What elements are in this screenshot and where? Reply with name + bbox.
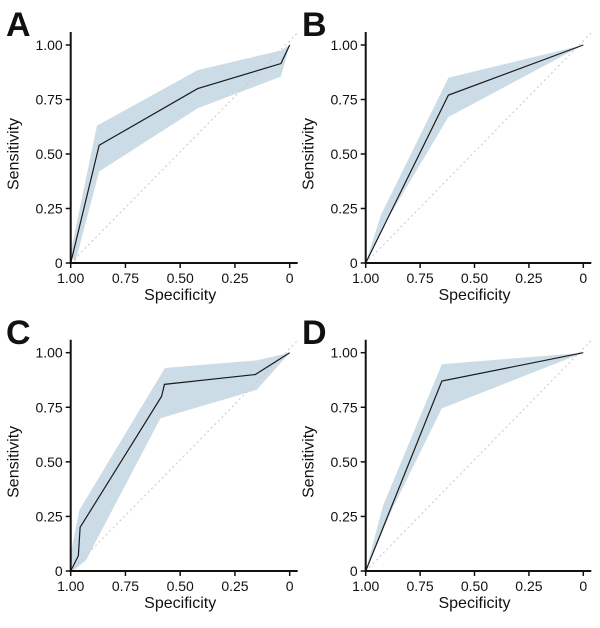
panel-label: B (302, 6, 327, 44)
y-axis-title: Sensitivity (301, 118, 318, 190)
x-tick-label: 0.25 (515, 578, 542, 594)
x-tick-label: 0.25 (515, 270, 542, 286)
y-tick-label: 0.25 (330, 201, 357, 217)
y-tick-label: 1.00 (330, 345, 357, 361)
y-axis-title: Sensitivity (6, 426, 23, 498)
y-tick-label: 1.00 (35, 37, 62, 53)
panel-a: 1.00 0.75 0.50 0.25 0 0 0.25 0.50 0.75 1.00 Specif… (6, 6, 299, 304)
reference-diagonal (365, 31, 593, 264)
panel-label: A (6, 6, 31, 44)
x-tick-label: 0 (286, 578, 294, 594)
y-tick-label: 0.50 (35, 454, 62, 470)
y-tick-label: 0.50 (35, 146, 62, 162)
y-tick-label: 1.00 (35, 345, 62, 361)
roc-curve (365, 44, 584, 264)
y-tick-label: 0 (55, 563, 63, 579)
reference-diagonal (70, 339, 299, 572)
roc-curve (70, 44, 291, 264)
y-tick-label: 0.25 (330, 508, 357, 524)
y-tick-label: 0.75 (35, 92, 62, 108)
y-axis-title: Sensitivity (301, 426, 318, 498)
roc-curve (365, 352, 584, 572)
y-tick-label: 0 (55, 255, 63, 271)
panel-b: 1.00 0.75 0.50 0.25 0 0 0.25 0.50 0.75 1.00 Specif… (301, 6, 593, 304)
reference-diagonal (365, 339, 593, 572)
x-tick-label: 0.50 (167, 578, 194, 594)
x-tick-label: 0.50 (461, 578, 488, 594)
panel-c: 1.00 0.75 0.50 0.25 0 0 0.25 0.50 0.75 1.00 Specif… (6, 314, 299, 612)
x-axis-title: Specificity (438, 287, 510, 304)
y-tick-label: 0 (350, 255, 358, 271)
x-tick-label: 0 (579, 270, 587, 286)
x-tick-label: 0.75 (406, 270, 433, 286)
x-tick-label: 0 (579, 578, 587, 594)
y-tick-label: 0.25 (35, 201, 62, 217)
confidence-band (365, 45, 584, 263)
roc-curve (70, 352, 291, 572)
y-tick-label: 0.75 (35, 399, 62, 415)
y-tick-label: 0.75 (330, 399, 357, 415)
confidence-band (70, 352, 290, 571)
panel-label: D (302, 314, 327, 352)
panel-label: C (6, 314, 31, 352)
y-tick-label: 0.75 (330, 92, 357, 108)
x-tick-label: 1.00 (352, 270, 379, 286)
x-axis-title: Specificity (144, 595, 216, 612)
x-tick-label: 1.00 (352, 578, 379, 594)
x-axis-title: Specificity (144, 287, 216, 304)
x-tick-label: 0.50 (167, 270, 194, 286)
y-tick-label: 0.25 (35, 508, 62, 524)
y-tick-label: 0.50 (330, 454, 357, 470)
y-tick-label: 0 (350, 563, 358, 579)
x-tick-label: 1.00 (57, 578, 84, 594)
x-tick-label: 0 (286, 270, 294, 286)
y-tick-label: 1.00 (330, 37, 357, 53)
confidence-band (70, 45, 290, 263)
y-axis-title: Sensitivity (6, 118, 23, 190)
x-tick-label: 0.75 (406, 578, 433, 594)
reference-diagonal (70, 31, 299, 264)
x-tick-label: 0.25 (221, 270, 248, 286)
x-tick-label: 0.50 (461, 270, 488, 286)
x-tick-label: 0.75 (112, 270, 139, 286)
x-axis-title: Specificity (438, 595, 510, 612)
x-tick-label: 0.75 (112, 578, 139, 594)
x-tick-label: 1.00 (57, 270, 84, 286)
panel-d: 1.00 0.75 0.50 0.25 0 0 0.25 0.50 0.75 1.00 Specif… (301, 314, 593, 612)
y-tick-label: 0.50 (330, 146, 357, 162)
x-tick-label: 0.25 (221, 578, 248, 594)
